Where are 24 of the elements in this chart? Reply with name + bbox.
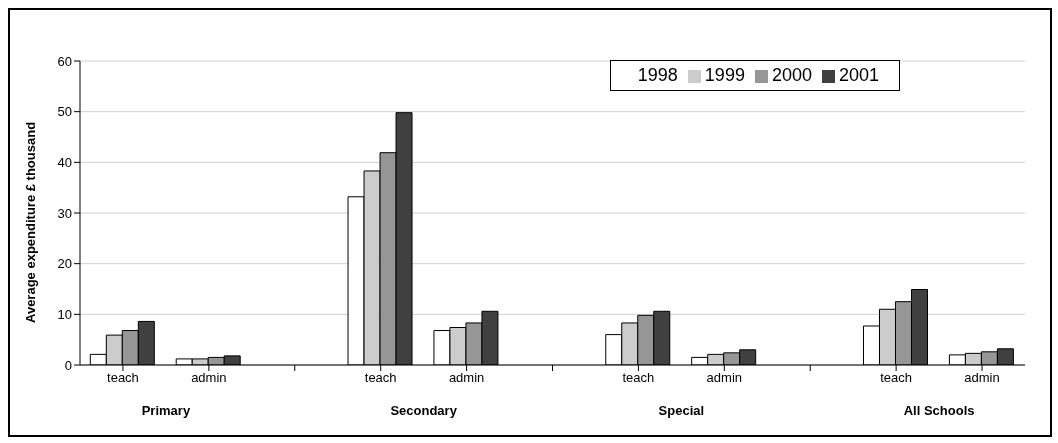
x-tick-label: admin [191, 370, 227, 386]
x-tick-label: admin [448, 370, 485, 386]
x-tick-label: teach [107, 370, 139, 386]
text: All Schools [903, 403, 975, 418]
x-tick-label: teach [622, 370, 655, 386]
legend-label: 2001 [838, 65, 879, 85]
y-tick-label: 10 [57, 306, 72, 322]
text: 1998 [637, 65, 678, 85]
text: Special [658, 403, 705, 418]
y-tick-label: 50 [57, 104, 72, 120]
y-axis-title: Average expenditure £ thousand [22, 121, 38, 323]
x-tick-label: teach [880, 370, 913, 386]
y-tick-label: 60 [57, 53, 72, 69]
x-tick-label: admin [706, 370, 743, 386]
text: Secondary [390, 403, 458, 418]
x-tick-label: admin [964, 370, 1000, 386]
y-tick-label: 40 [57, 154, 72, 170]
y-tick-label: 0 [64, 357, 72, 373]
legend-label: 1999 [704, 65, 745, 85]
text: Primary [141, 403, 191, 418]
x-tick-label: teach [364, 370, 397, 386]
y-tick-label: 30 [57, 205, 72, 221]
legend-label: 2000 [771, 65, 812, 85]
y-tick-label: 20 [57, 256, 72, 272]
